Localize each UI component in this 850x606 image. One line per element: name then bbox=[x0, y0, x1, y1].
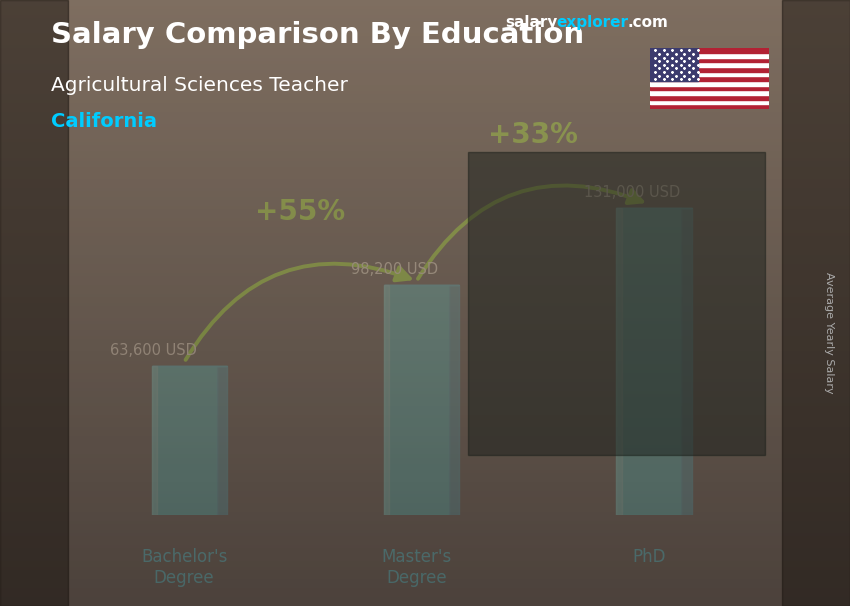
Bar bbox=[616, 208, 621, 515]
Polygon shape bbox=[449, 285, 460, 515]
Bar bbox=[650, 100, 769, 104]
Text: 131,000 USD: 131,000 USD bbox=[584, 185, 680, 200]
Bar bbox=[650, 90, 769, 95]
Text: Agricultural Sciences Teacher: Agricultural Sciences Teacher bbox=[51, 76, 348, 95]
Bar bbox=[650, 72, 769, 76]
Text: PhD: PhD bbox=[632, 548, 666, 566]
Bar bbox=[468, 152, 765, 454]
Text: Salary Comparison By Education: Salary Comparison By Education bbox=[51, 21, 584, 49]
Text: +55%: +55% bbox=[255, 198, 345, 226]
Bar bbox=[650, 48, 769, 53]
Text: California: California bbox=[51, 112, 157, 131]
Bar bbox=[384, 285, 449, 515]
Bar bbox=[616, 208, 682, 515]
Bar bbox=[0, 0, 68, 606]
Bar bbox=[650, 86, 769, 90]
Bar bbox=[782, 0, 850, 606]
Bar bbox=[650, 48, 698, 81]
Bar bbox=[650, 76, 769, 81]
Bar bbox=[650, 95, 769, 100]
Bar bbox=[650, 104, 769, 109]
Polygon shape bbox=[682, 208, 692, 515]
Bar bbox=[151, 366, 157, 515]
Text: 63,600 USD: 63,600 USD bbox=[110, 343, 196, 358]
Text: Average Yearly Salary: Average Yearly Salary bbox=[824, 273, 834, 394]
Text: salary: salary bbox=[506, 15, 558, 30]
Bar bbox=[650, 53, 769, 58]
Bar bbox=[650, 67, 769, 72]
Text: +33%: +33% bbox=[488, 121, 578, 149]
Bar bbox=[384, 285, 389, 515]
Bar bbox=[650, 81, 769, 86]
Text: Bachelor's
Degree: Bachelor's Degree bbox=[141, 548, 227, 587]
Text: 98,200 USD: 98,200 USD bbox=[351, 262, 439, 277]
Polygon shape bbox=[217, 366, 227, 515]
Bar bbox=[650, 62, 769, 67]
Text: explorer: explorer bbox=[557, 15, 629, 30]
Text: Master's
Degree: Master's Degree bbox=[382, 548, 451, 587]
Bar bbox=[650, 58, 769, 62]
Text: .com: .com bbox=[627, 15, 668, 30]
Bar bbox=[151, 366, 217, 515]
